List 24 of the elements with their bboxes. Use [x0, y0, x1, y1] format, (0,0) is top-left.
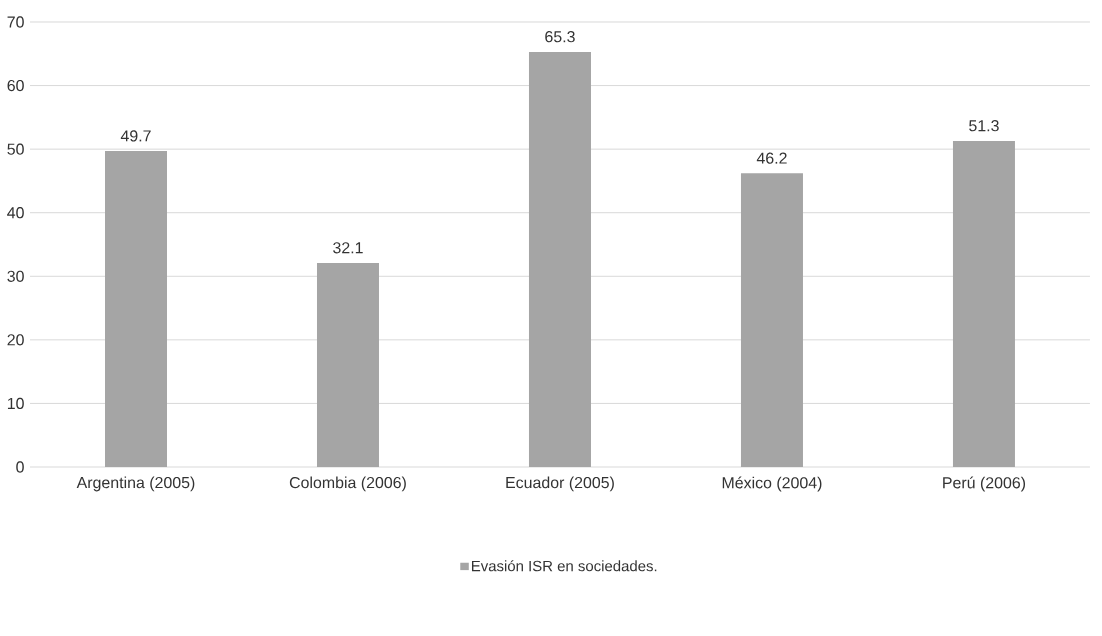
x-tick-label: México (2004) [722, 476, 822, 492]
y-tick-label: 0 [16, 461, 24, 473]
data-label: 32.1 [333, 242, 363, 254]
bar [105, 151, 167, 467]
data-label: 51.3 [969, 120, 999, 132]
data-label: 65.3 [545, 31, 575, 43]
data-label: 46.2 [756, 152, 787, 164]
legend-label: Evasión ISR en sociedades. [471, 560, 657, 572]
x-tick-label: Perú (2006) [943, 476, 1026, 492]
y-tick-label: 60 [7, 79, 24, 92]
y-tick-label: 30 [7, 270, 24, 282]
bar [528, 51, 591, 467]
y-tick-label: 10 [7, 397, 24, 410]
y-tick-label: 70 [7, 16, 24, 28]
bar [740, 173, 803, 467]
y-tick-label: 20 [7, 334, 24, 346]
bar [952, 140, 1015, 467]
data-label: 49.7 [120, 130, 151, 142]
x-tick-label: Ecuador (2005) [506, 476, 614, 492]
x-tick-label: Colombia (2006) [289, 476, 406, 492]
y-tick-label: 40 [7, 207, 24, 219]
bar [316, 262, 379, 467]
x-tick-label: Argentina (2005) [76, 476, 195, 492]
y-tick-label: 50 [7, 143, 24, 155]
